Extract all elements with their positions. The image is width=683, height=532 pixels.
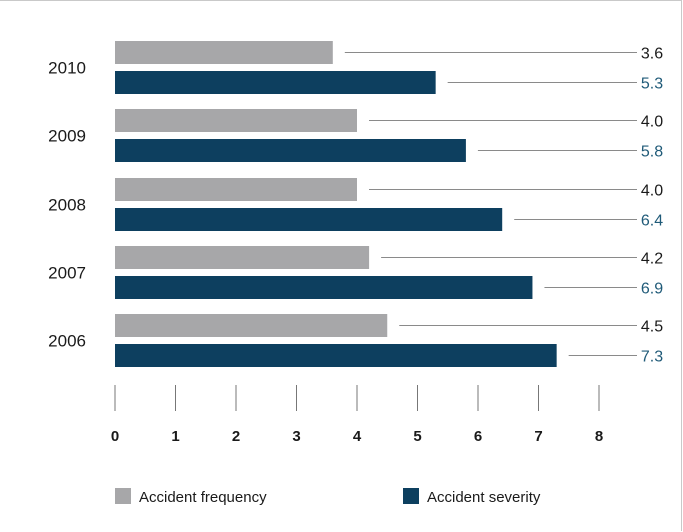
value-label-severity-2008: 6.4 (641, 213, 663, 230)
year-label-2010: 2010 (48, 59, 86, 78)
x-tick-label-0: 0 (111, 428, 119, 445)
value-label-frequency-2008: 4.0 (641, 183, 663, 200)
year-label-2006: 2006 (48, 332, 86, 351)
legend-label-frequency: Accident frequency (139, 489, 267, 506)
bar-severity-2008 (115, 208, 503, 231)
bar-severity-2010 (115, 71, 436, 94)
bar-frequency-2007 (115, 246, 370, 269)
value-label-frequency-2010: 3.6 (641, 46, 663, 63)
value-label-severity-2010: 5.3 (641, 76, 663, 93)
legend-swatch-severity (403, 488, 419, 504)
bar-severity-2007 (115, 276, 533, 299)
legend-swatch-frequency (115, 488, 131, 504)
legend-label-severity: Accident severity (427, 489, 541, 506)
x-tick-label-6: 6 (474, 428, 482, 445)
value-label-frequency-2007: 4.2 (641, 251, 663, 268)
x-tick-label-2: 2 (232, 428, 240, 445)
value-label-frequency-2009: 4.0 (641, 114, 663, 131)
x-tick-label-7: 7 (534, 428, 542, 445)
value-label-severity-2007: 6.9 (641, 281, 663, 298)
x-tick-label-4: 4 (353, 428, 362, 445)
bar-frequency-2006 (115, 314, 388, 337)
x-tick-label-1: 1 (171, 428, 179, 445)
bar-frequency-2010 (115, 41, 333, 64)
bar-severity-2009 (115, 139, 466, 162)
value-label-severity-2009: 5.8 (641, 144, 663, 161)
bar-frequency-2009 (115, 109, 357, 132)
year-label-2008: 2008 (48, 196, 86, 215)
year-label-2007: 2007 (48, 264, 86, 283)
bar-severity-2006 (115, 344, 557, 367)
bar-frequency-2008 (115, 178, 357, 201)
x-tick-label-8: 8 (595, 428, 603, 445)
value-label-severity-2006: 7.3 (641, 349, 663, 366)
x-tick-label-3: 3 (292, 428, 300, 445)
x-tick-label-5: 5 (413, 428, 421, 445)
year-label-2009: 2009 (48, 127, 86, 146)
value-label-frequency-2006: 4.5 (641, 319, 663, 336)
